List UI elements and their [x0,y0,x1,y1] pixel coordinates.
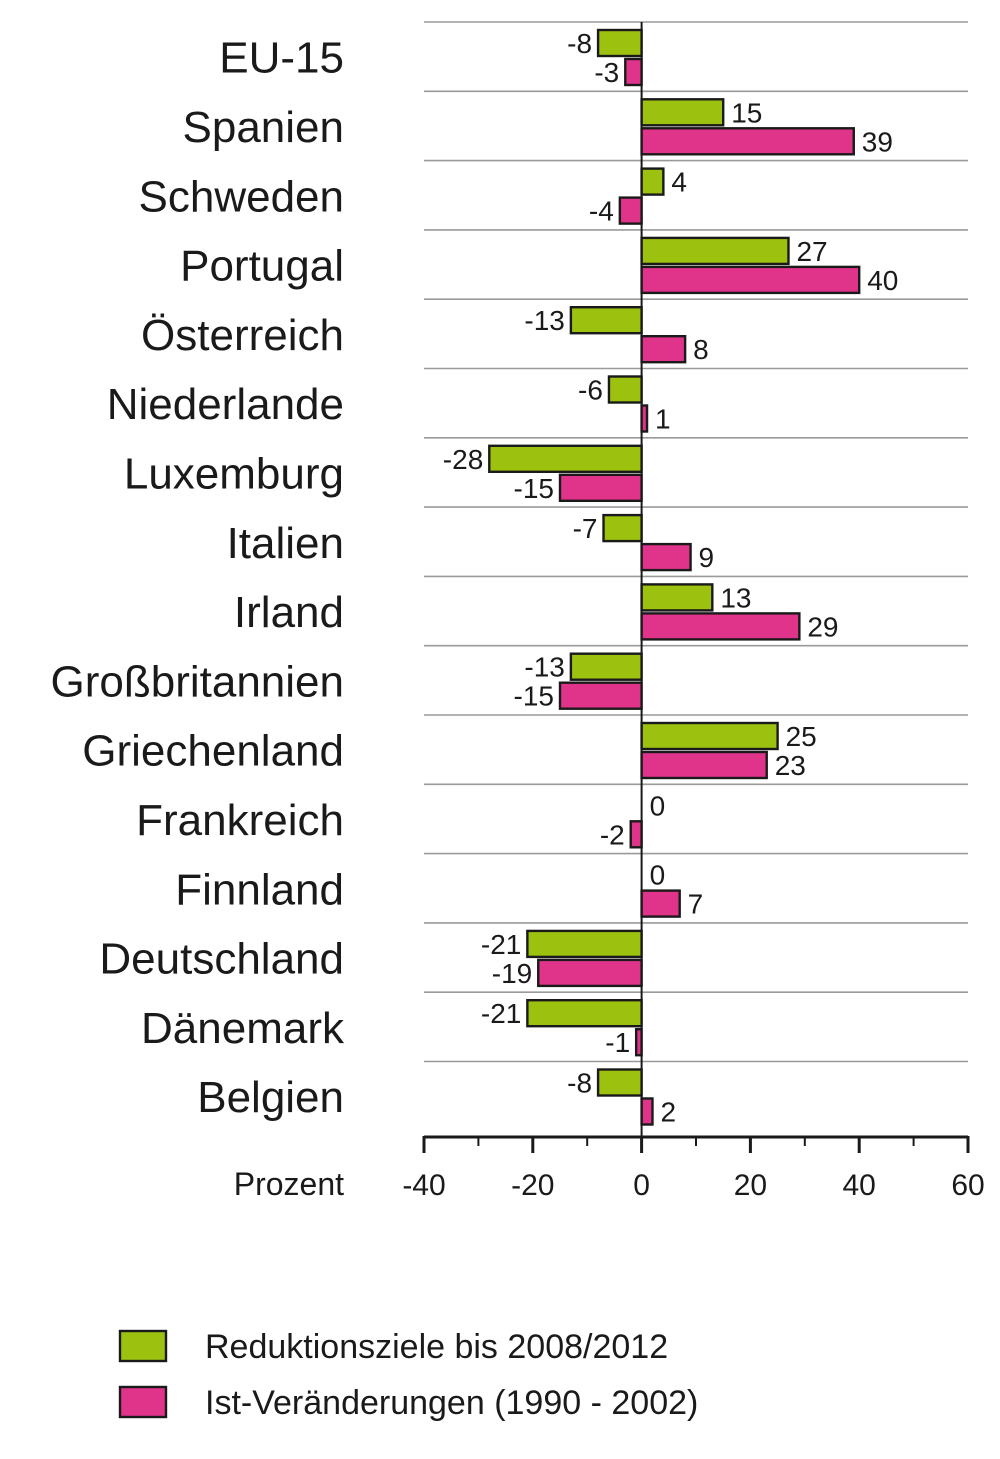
reduction-target-value-label: -7 [573,513,598,544]
actual-change-value-label: 9 [699,542,715,573]
category-label: Finnland [175,865,344,914]
reduction-target-bar [526,929,643,959]
category-label: Deutschland [99,935,344,984]
legend-item-reduction-swatch [118,1329,168,1363]
category-labels-group: EU-15 Spanien Schweden Portugal Österreich Ni… [51,34,345,1123]
actual-change-bar [640,127,855,156]
actual-change-bar [558,473,643,502]
reduction-target-value-label: -13 [524,652,564,683]
actual-change-bar [558,681,643,710]
category-label: Griechenland [82,727,344,776]
reduction-target-value-label: 0 [650,790,666,821]
reduction-target-bar [488,444,643,473]
reduction-target-value-label: -21 [481,929,521,960]
actual-change-value-label: -2 [600,819,625,850]
category-separators [424,21,968,1063]
actual-change-value-label: 23 [775,750,806,781]
actual-change-bar [640,265,861,295]
actual-change-value-label: 40 [867,265,898,296]
x-tick-label: -20 [511,1169,554,1202]
reduction-target-value-label: 0 [650,860,666,891]
actual-change-bar [629,820,643,849]
actual-change-value-label: 7 [688,889,704,920]
legend-item-actual-swatch [118,1385,168,1419]
reduction-target-value-label: -8 [567,1068,592,1099]
x-tick-label: 60 [951,1169,984,1202]
actual-change-value-label: -3 [594,57,619,88]
reduction-target-bar [526,999,643,1028]
category-label: Luxemburg [124,449,344,498]
category-label: Belgien [197,1073,344,1122]
reduction-target-value-label: -13 [524,305,564,336]
actual-change-value-label: -15 [514,473,554,504]
reduction-target-bar [569,652,643,681]
reduction-target-value-label: 15 [731,97,762,128]
category-label: Portugal [180,242,344,291]
category-label: Österreich [141,311,344,360]
value-labels-group: -8-315394-42740-138-61-28-15-791329-13-1… [443,28,899,1128]
reduction-target-value-label: -6 [578,375,603,406]
x-axis: -40 -20 0 20 40 60 [402,1135,985,1202]
reduction-target-bar [569,306,643,335]
legend-item-actual-label: Ist-Veränderungen (1990 - 2002) [205,1384,698,1422]
legend: Reduktionsziele bis 2008/2012 Ist-Verände… [118,1328,698,1422]
actual-change-value-label: 39 [862,126,893,157]
reduction-target-bar [607,375,643,404]
reduction-target-value-label: 25 [786,721,817,752]
reduction-target-bar [640,236,790,266]
actual-change-bar [640,889,681,918]
bars-group [488,28,861,1126]
reduction-target-bar [640,167,665,196]
category-label: Irland [234,588,344,637]
actual-change-value-label: 29 [807,611,838,642]
actual-change-value-label: -15 [514,681,554,712]
x-tick-label: -40 [402,1169,445,1202]
reduction-target-bar [596,28,643,58]
x-axis-label: Prozent [234,1166,344,1202]
reduction-target-bar [640,721,779,751]
reduction-target-value-label: 27 [796,236,827,267]
actual-change-value-label: -4 [589,196,614,227]
reduction-target-bar [640,583,714,612]
category-label: Spanien [183,103,344,152]
category-label: Frankreich [136,796,344,845]
category-label: Großbritannien [51,657,344,706]
reduction-target-value-label: 4 [671,167,687,198]
category-label: Schweden [139,172,344,221]
actual-change-value-label: -19 [492,958,532,989]
actual-change-bar [640,1097,654,1126]
actual-change-bar [624,57,643,87]
reduction-target-bar [602,513,643,543]
category-label: Dänemark [141,1004,345,1053]
reduction-target-value-label: 13 [720,582,751,613]
category-label: Italien [227,519,344,568]
x-tick-label: 0 [633,1169,650,1202]
actual-change-value-label: 1 [655,404,671,435]
actual-change-bar [640,750,768,780]
x-tick-label: 40 [843,1169,876,1202]
actual-change-value-label: -1 [605,1027,630,1058]
actual-change-bar [537,958,643,988]
actual-change-value-label: 8 [693,334,709,365]
actual-change-bar [640,612,801,641]
actual-change-bar [618,196,643,225]
legend-item-reduction-label: Reduktionsziele bis 2008/2012 [205,1328,668,1366]
reduction-target-value-label: -8 [567,28,592,59]
category-label: EU-15 [219,34,344,83]
x-tick-label: 20 [734,1169,767,1202]
actual-change-bar [640,542,692,572]
category-label: Niederlande [107,380,344,429]
reduction-target-bar [596,1068,643,1097]
actual-change-value-label: 2 [660,1097,676,1128]
reduction-target-value-label: -28 [443,444,483,475]
actual-change-bar [640,335,687,364]
reduction-target-value-label: -21 [481,998,521,1029]
reduction-target-bar [640,98,725,127]
